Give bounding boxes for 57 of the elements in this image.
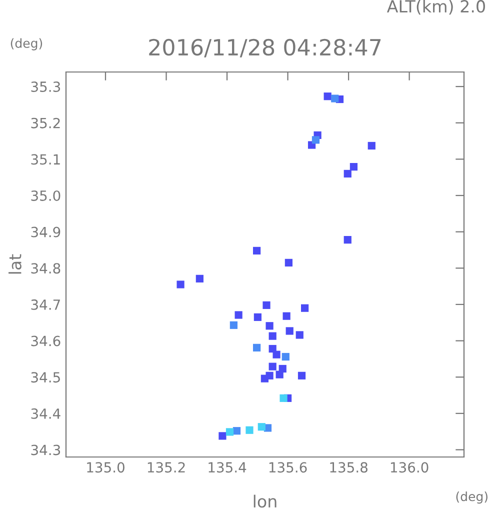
point (234, 311, 242, 319)
point (252, 246, 261, 254)
point (280, 394, 288, 402)
point (252, 344, 261, 352)
y-tick-label: 34.9 (31, 226, 60, 238)
x-tick-label: 135.0 (87, 462, 124, 473)
y-tick-label: 34.5 (31, 372, 60, 383)
x-tick-label: 136.0 (390, 462, 428, 473)
y-tick-label: 34.8 (31, 263, 60, 274)
point (268, 362, 276, 370)
x-tick-label: 135.6 (269, 462, 307, 473)
point (232, 427, 241, 435)
point (230, 321, 238, 329)
x-tick-label: 135.4 (208, 462, 246, 473)
point (284, 258, 292, 266)
point (368, 142, 376, 150)
point (324, 92, 332, 100)
x-tick-label: 135.8 (330, 462, 368, 473)
point (282, 352, 290, 361)
point (176, 280, 184, 288)
point (196, 274, 204, 282)
y-tick-label: 35.1 (31, 154, 60, 165)
text: (deg) (456, 492, 488, 504)
chart-title: 2016/11/28 04:28:47 (149, 38, 381, 58)
point (246, 426, 254, 434)
point (266, 322, 274, 330)
point (254, 313, 262, 321)
point (260, 374, 268, 382)
point (258, 423, 266, 431)
text: ALT(km) 2.0 (386, 0, 485, 15)
point (262, 301, 270, 309)
y-tick-label: 35.0 (31, 190, 60, 201)
point (286, 327, 294, 335)
y-tick-label: 34.6 (31, 336, 60, 346)
y-tick-label: 34.4 (31, 408, 60, 419)
point (218, 432, 226, 440)
point (350, 162, 358, 171)
x-tick-label: 135.2 (148, 462, 185, 473)
point (344, 170, 352, 178)
point (276, 370, 284, 378)
point (344, 236, 352, 244)
x-axis-title: lon (254, 494, 276, 508)
point (272, 350, 280, 358)
point (268, 332, 276, 340)
point (296, 331, 304, 339)
point (300, 304, 309, 312)
y-axis-title: lat (8, 254, 22, 274)
text: (deg) (10, 38, 42, 50)
y-tick-label: 35.3 (31, 81, 60, 92)
point (282, 312, 290, 320)
y-tick-label: 34.3 (31, 444, 60, 456)
point (331, 94, 339, 102)
point (298, 372, 306, 380)
point (312, 136, 320, 144)
y-tick-label: 35.2 (31, 118, 60, 128)
y-tick-label: 34.7 (31, 299, 60, 310)
point (226, 428, 234, 436)
